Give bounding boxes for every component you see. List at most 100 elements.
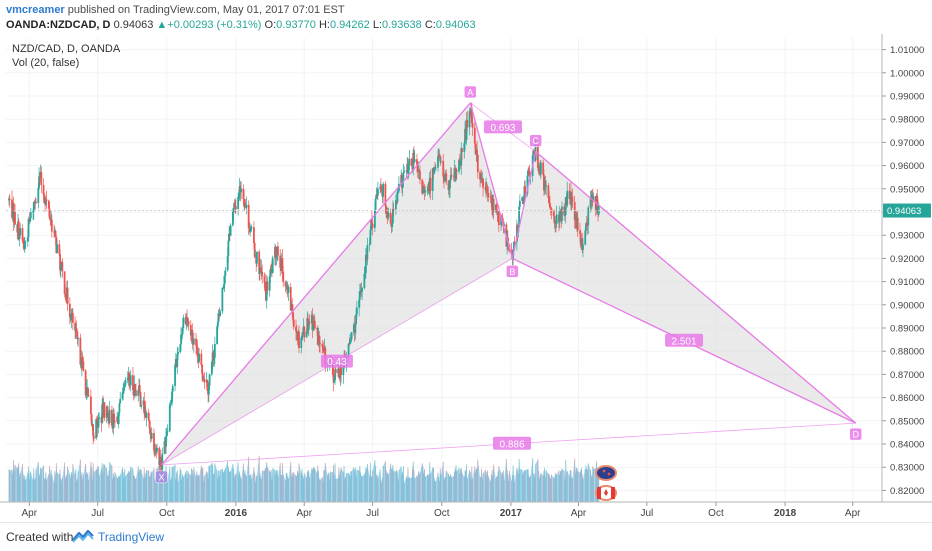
candle-body [98, 417, 101, 419]
volume-area [9, 455, 599, 502]
candle-body [221, 287, 224, 312]
candle-body [589, 198, 592, 208]
candle-body [265, 281, 268, 301]
candle-body [79, 337, 82, 365]
candle-body [223, 275, 226, 285]
candle-body [382, 183, 385, 197]
candle-body [510, 250, 513, 251]
candle-body [118, 403, 121, 413]
ratio-label-box [665, 333, 704, 347]
candle-body [89, 396, 92, 414]
candle-body [461, 148, 463, 152]
candle-body [544, 181, 547, 187]
candle-body [480, 174, 483, 181]
candle-body [134, 384, 137, 391]
candle-body [571, 196, 574, 203]
candle-body [70, 313, 73, 321]
x-tick-label: Apr [845, 508, 861, 519]
candle-body [347, 343, 350, 358]
price-chart[interactable]: X A B C D 0.43 0.693 2.501 0.886 1.01000 1.00000 0… [0, 34, 932, 522]
candle-body [391, 223, 394, 228]
candle-body [63, 271, 66, 295]
candle-body [274, 247, 277, 259]
y-tick-label: 0.89000 [890, 324, 924, 335]
candle-body [50, 219, 53, 232]
candle-body [284, 282, 287, 287]
candle-body [93, 436, 95, 439]
candle-body [349, 340, 351, 345]
x-tick-label: 2016 [225, 508, 248, 519]
y-tick-label: 0.84000 [890, 440, 924, 451]
close-value: 0.94063 [435, 19, 476, 31]
author-link[interactable]: vmcreamer [6, 4, 65, 16]
candle-body [32, 201, 35, 212]
candle-body [108, 409, 111, 423]
y-tick-label: 0.97000 [890, 138, 924, 149]
candle-body [449, 179, 451, 189]
point-label-box [506, 265, 519, 278]
candle-body [410, 158, 413, 167]
candle-body [387, 212, 390, 218]
candle-body [287, 287, 290, 293]
point-label-text: C [532, 136, 539, 146]
candle-body [208, 374, 211, 386]
candle-body [396, 191, 399, 203]
candle-body [447, 181, 450, 191]
candle-body [27, 218, 30, 238]
candle-body [431, 168, 434, 191]
candle-body [592, 196, 595, 201]
x-tick-label: Apr [296, 508, 312, 519]
candle-body [226, 256, 229, 271]
candle-body [192, 338, 195, 345]
volume-legend[interactable]: Vol (20, false) [12, 57, 79, 69]
candle-body [170, 402, 173, 404]
candle-body [250, 227, 252, 232]
candle-body [422, 186, 425, 188]
candle-body [243, 198, 246, 207]
candle-body [449, 175, 452, 180]
candle-body [201, 364, 203, 374]
candle-body [458, 159, 461, 161]
point-label-box [849, 427, 862, 441]
candle-body [14, 212, 16, 225]
candle-body [300, 337, 303, 348]
symbol-quote-line: OANDA:NZDCAD, D 0.94063 ▲+0.00293 (+0.31… [6, 19, 476, 31]
candle-body [159, 456, 162, 467]
candle-body [585, 223, 587, 231]
candle-body [169, 403, 172, 405]
candle-body [364, 273, 367, 274]
candle-body [271, 257, 274, 274]
candle-body [149, 428, 152, 435]
candle-body [171, 391, 173, 403]
y-tick-label: 0.82000 [890, 486, 924, 497]
candle-body [96, 419, 98, 422]
candle-body [163, 441, 166, 454]
series-legend[interactable]: NZD/CAD, D, OANDA [12, 43, 121, 55]
candle-body [559, 210, 562, 212]
candle-body [450, 175, 453, 177]
up-arrow-icon: ▲ [156, 19, 168, 31]
candle-body [561, 206, 563, 221]
price-change: +0.00293 (+0.31%) [167, 19, 262, 31]
candle-body [71, 313, 74, 323]
candle-body [259, 268, 261, 274]
candle-body [584, 230, 587, 245]
candle-body [19, 228, 22, 236]
y-tick-label: 0.96000 [890, 161, 924, 172]
candle-body [256, 251, 258, 264]
symbol-name[interactable]: OANDA:NZDCAD, D [6, 19, 111, 31]
candle-body [526, 175, 529, 194]
tradingview-logo-icon[interactable] [72, 529, 94, 543]
candle-body [54, 230, 57, 238]
y-tick-label: 1.00000 [890, 68, 924, 79]
y-tick-label: 0.90000 [890, 300, 924, 311]
candle-body [547, 185, 550, 199]
candle-body [448, 188, 451, 191]
candle-body [371, 224, 374, 228]
candle-body [298, 331, 300, 348]
tradingview-brand[interactable]: TradingView [98, 530, 165, 544]
candle-body [437, 156, 439, 168]
candle-body [542, 162, 545, 175]
y-tick-label: 0.85000 [890, 416, 924, 427]
candle-body [474, 143, 477, 155]
